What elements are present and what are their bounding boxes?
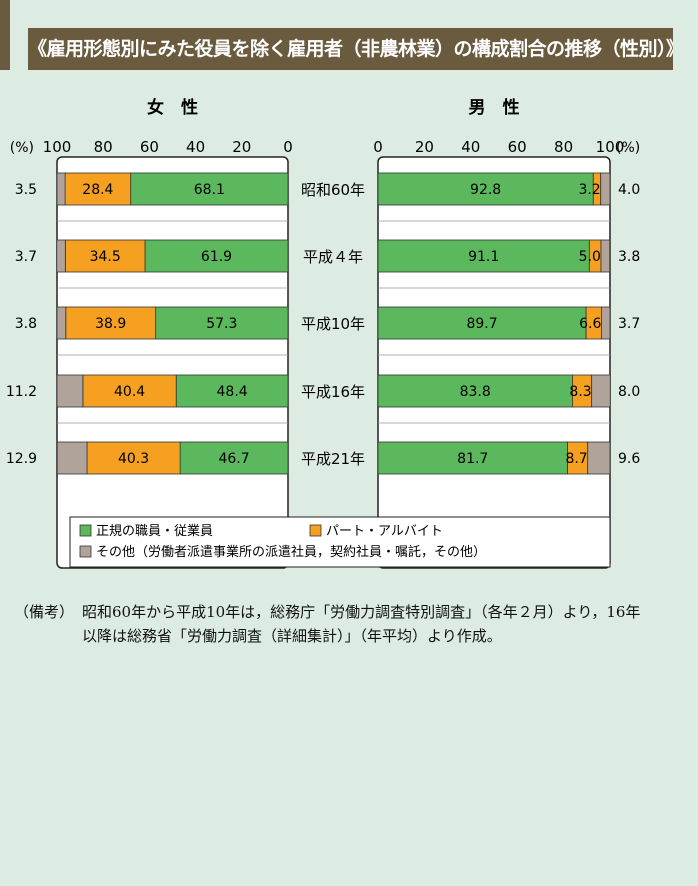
tick-label-female: 60 [140,138,159,156]
data-label-female-regular: 57.3 [206,316,237,332]
bar-female-parttime [64,172,132,206]
data-label-female-other: 3.8 [15,316,37,332]
data-label-male-regular: 83.8 [460,384,491,400]
legend-swatch [309,524,322,537]
tick-label-male: 60 [508,138,527,156]
unit-label-female: (%) [10,140,34,156]
legend-label: 正規の職員・従業員 [96,523,213,539]
data-label-female-parttime: 40.4 [114,384,145,400]
category-label: 平成21年 [301,450,365,468]
legend-swatch [79,524,92,537]
legend-swatch [79,545,92,558]
bar-male-regular [377,374,573,408]
data-label-male-regular: 91.1 [468,249,499,265]
chart: 女 性男 性100 80 60 40 20 0 0 20 40 60 80 100(%) (%)68.1… [6,97,640,569]
bar-female-other [56,306,67,340]
data-label-female-regular: 68.1 [194,182,225,198]
tick-label-female: 0 [283,138,293,156]
legend-label: その他（労働者派遣事業所の派遣社員，契約社員・嘱託，その他） [96,544,486,560]
bar-female-regular [155,306,289,340]
bar-male-other [587,441,611,475]
tick-label-female: 80 [94,138,113,156]
bar-male-other [600,239,611,273]
legend-box [69,516,611,568]
data-label-female-parttime: 34.5 [90,249,121,265]
data-label-male-other: 3.7 [618,316,640,332]
data-label-male-parttime: 5.0 [579,249,601,265]
data-label-female-other: 12.9 [6,451,37,467]
data-label-male-regular: 92.8 [470,182,501,198]
category-label: 平成10年 [301,315,365,333]
bar-male-regular [377,306,587,340]
data-label-female-regular: 46.7 [218,451,249,467]
data-label-female-other: 3.7 [15,249,37,265]
bar-female-regular [130,172,289,206]
bar-male-other [600,172,611,206]
data-label-male-parttime: 3.2 [578,182,600,198]
data-label-female-other: 11.2 [6,384,37,400]
data-label-male-parttime: 8.3 [569,384,591,400]
tick-label-female: 100 [43,138,72,156]
bar-female-other [56,172,66,206]
note-text: 昭和60年から平成10年は，総務庁「労働力調査特別調査」（各年２月）より，16年… [82,603,641,645]
tick-label-male: 80 [554,138,573,156]
data-label-female-regular: 61.9 [201,249,232,265]
data-label-male-regular: 81.7 [457,451,488,467]
bar-male-other [591,374,611,408]
bar-female-regular [179,441,289,475]
panel-title-male: 男 性 [469,97,520,118]
data-label-male-other: 3.8 [618,249,640,265]
tick-label-male: 40 [461,138,480,156]
unit-label-male: (%) [616,140,640,156]
panel-frame-female [56,156,289,569]
bar-female-parttime [65,306,157,340]
data-label-male-regular: 89.7 [466,316,497,332]
category-label: 平成16年 [301,383,365,401]
category-label: 平成４年 [303,248,363,266]
bar-female-other [56,239,66,273]
data-label-female-other: 3.5 [15,182,37,198]
tick-label-female: 40 [186,138,205,156]
bar-female-parttime [82,374,177,408]
tick-label-male: 100 [596,138,625,156]
data-label-female-parttime: 28.4 [82,182,113,198]
tick-label-male: 20 [415,138,434,156]
legend-label: パート・アルバイト [326,524,443,539]
tick-label-male: 0 [373,138,383,156]
note-label: （備考） [14,603,75,621]
bar-female-regular [175,374,289,408]
data-label-male-other: 4.0 [618,182,640,198]
panel-frame-male [377,156,611,569]
chart-title: 《雇用形態別にみた役員を除く雇用者（非農林業）の構成割合の推移（性別）》 [28,28,673,70]
category-label: 昭和60年 [301,181,365,199]
data-label-male-parttime: 6.6 [579,316,601,332]
bar-female-parttime [64,239,146,273]
bar-female-parttime [86,441,181,475]
data-label-female-regular: 48.4 [217,384,248,400]
data-label-female-parttime: 38.9 [95,316,126,332]
decorative-bar [0,0,10,70]
bar-male-regular [377,441,568,475]
bar-male-other [601,306,611,340]
bar-female-other [56,441,88,475]
bar-female-other [56,374,84,408]
data-label-male-parttime: 8.7 [565,451,587,467]
data-label-male-other: 9.6 [618,451,640,467]
data-label-female-parttime: 40.3 [118,451,149,467]
data-label-male-other: 8.0 [618,384,640,400]
bar-female-regular [144,239,289,273]
tick-label-female: 20 [232,138,251,156]
panel-title-female: 女 性 [147,97,198,118]
